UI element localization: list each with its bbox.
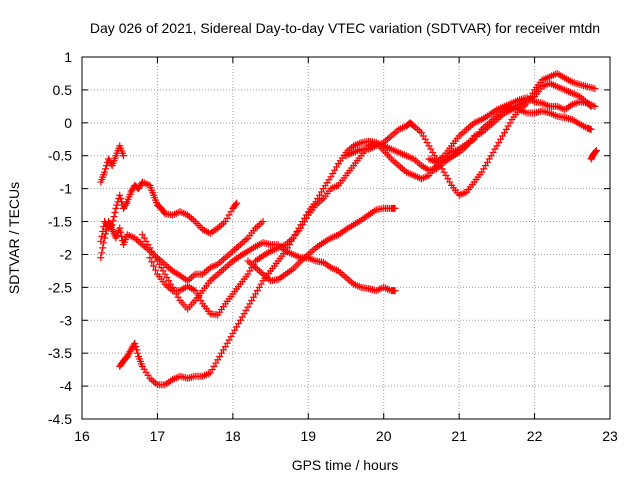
data-point <box>100 239 108 247</box>
x-tick-label: 21 <box>451 428 467 444</box>
data-point <box>148 258 156 266</box>
data-point <box>591 102 599 110</box>
data-point <box>112 204 120 212</box>
tick-labels: 16 17 18 19 20 21 22 23 1 0.5 0 -0.5 -1 -1.5 -2 -2.5 -3 -… <box>48 49 618 444</box>
x-tick-label: 23 <box>602 428 618 444</box>
series-track-j <box>587 146 600 163</box>
y-tick-label: -1.5 <box>48 214 72 230</box>
data-point <box>133 346 141 354</box>
data-point <box>131 339 139 347</box>
data-point <box>592 146 600 154</box>
data-point <box>110 213 118 221</box>
series-track-f <box>116 102 595 389</box>
data-point <box>122 199 130 207</box>
data-point <box>134 349 142 357</box>
x-tick-label: 17 <box>150 428 166 444</box>
y-tick-label: -4.5 <box>48 411 72 427</box>
x-tick-label: 16 <box>74 428 90 444</box>
y-tick-label: -4 <box>60 378 73 394</box>
data-point <box>132 343 140 351</box>
data-point <box>102 165 110 173</box>
data-point <box>99 244 107 252</box>
data-point <box>391 287 399 295</box>
data-point <box>232 200 240 208</box>
data-point <box>116 224 124 232</box>
data-point <box>233 199 241 207</box>
y-tick-label: 0.5 <box>53 82 73 98</box>
series-track-c <box>97 218 267 285</box>
data-point <box>150 262 158 270</box>
series-track-i <box>425 94 599 166</box>
y-tick-label: 0 <box>64 115 72 131</box>
data-point <box>591 85 599 93</box>
series-track-g <box>244 204 399 285</box>
data-point <box>102 230 110 238</box>
y-tick-label: -2 <box>60 246 73 262</box>
data-point <box>117 195 125 203</box>
y-tick-label: -0.5 <box>48 148 72 164</box>
data-point <box>259 218 267 226</box>
x-tick-label: 22 <box>527 428 543 444</box>
data-point <box>152 266 160 274</box>
axis-ticks <box>81 56 611 420</box>
data-point <box>98 249 106 257</box>
x-tick-label: 18 <box>225 428 241 444</box>
x-axis-label: GPS time / hours <box>292 457 399 473</box>
y-tick-label: -1 <box>60 181 73 197</box>
data-markers <box>97 69 600 389</box>
data-point <box>101 234 109 242</box>
chart-title: Day 026 of 2021, Sidereal Day-to-day VTE… <box>90 20 600 36</box>
y-tick-label: -3 <box>60 312 73 328</box>
data-point <box>119 152 127 160</box>
plot-frame <box>81 56 611 420</box>
y-tick-label: -3.5 <box>48 345 72 361</box>
data-point <box>146 254 154 262</box>
data-point <box>118 232 126 240</box>
data-point <box>116 191 124 199</box>
data-point <box>587 125 595 133</box>
data-point <box>109 217 117 225</box>
series-track-a <box>97 142 127 186</box>
x-tick-label: 20 <box>376 428 392 444</box>
data-point <box>97 254 105 262</box>
gridlines <box>82 57 610 419</box>
y-tick-label: -2.5 <box>48 279 72 295</box>
x-tick-label: 19 <box>300 428 316 444</box>
data-point <box>101 168 109 176</box>
y-tick-label: 1 <box>64 49 72 65</box>
y-axis-label: SDTVAR / TECUs <box>6 182 22 294</box>
data-point <box>117 228 125 236</box>
data-point <box>111 208 119 216</box>
data-point <box>592 147 600 155</box>
data-point <box>391 204 399 212</box>
